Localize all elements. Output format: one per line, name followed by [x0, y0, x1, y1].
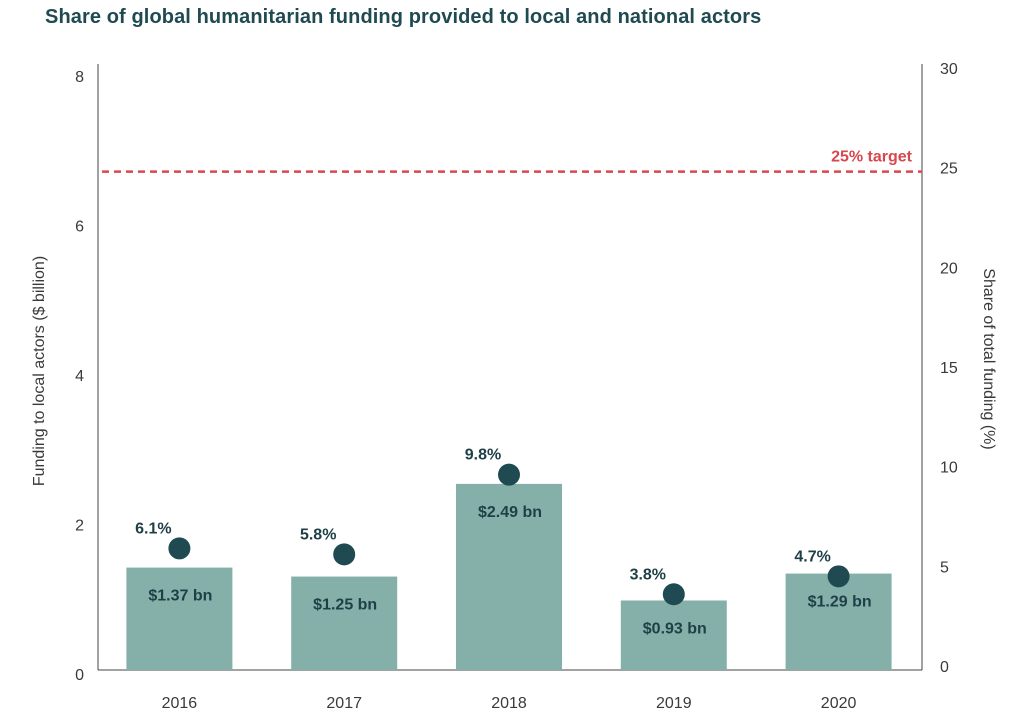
share-point	[827, 565, 850, 588]
bar-value-label: $1.25 bn	[313, 597, 377, 614]
share-value-label: 9.8%	[465, 447, 501, 464]
bar-value-label: $1.29 bn	[808, 594, 872, 611]
share-point	[498, 463, 520, 486]
bar-value-label: $0.93 bn	[643, 620, 707, 637]
bar	[291, 576, 398, 670]
left-axis-tick-label: 8	[75, 69, 84, 86]
x-axis-tick-label: 2017	[326, 695, 362, 712]
chart-title: Share of global humanitarian funding pro…	[45, 6, 762, 28]
x-axis-tick-label: 2018	[491, 695, 527, 712]
bar	[785, 573, 892, 670]
left-axis-tick-label: 2	[75, 518, 84, 535]
share-value-label: 5.8%	[300, 526, 336, 543]
bar-value-label: $2.49 bn	[478, 504, 542, 521]
share-point	[333, 543, 356, 566]
axes: 0 2 4 6 8 0 5 10 15 20 25 30 Funding to local actors…	[31, 61, 997, 684]
right-axis-tick-label: 15	[940, 360, 958, 377]
x-axis-tick-label: 2019	[656, 695, 692, 712]
right-axis-title: Share of total funding (%)	[980, 268, 997, 449]
bar	[620, 600, 727, 670]
x-axis-tick-label: 2020	[821, 695, 857, 712]
right-axis-tick-label: 20	[940, 260, 958, 277]
share-value-label: 4.7%	[794, 548, 830, 565]
target-label: 25% target	[831, 149, 913, 166]
right-axis-tick-label: 25	[940, 161, 958, 178]
right-axis-tick-label: 5	[940, 559, 949, 576]
left-axis-tick-label: 6	[75, 219, 84, 236]
share-value-label: 6.1%	[135, 520, 171, 537]
right-axis-tick-label: 10	[940, 460, 958, 477]
left-axis-tick-label: 4	[75, 368, 84, 385]
bar-value-label: $1.37 bn	[148, 588, 212, 605]
share-point	[168, 537, 191, 560]
bar	[126, 567, 233, 670]
x-axis-tick-label: 2016	[162, 695, 198, 712]
bar	[456, 483, 562, 670]
points	[168, 463, 850, 606]
left-axis-tick-label: 0	[75, 667, 84, 684]
share-point	[662, 583, 685, 606]
left-axis-title: Funding to local actors ($ billion)	[31, 256, 48, 486]
right-axis-tick-label: 0	[940, 659, 949, 676]
share-value-label: 3.8%	[630, 566, 666, 583]
right-axis-tick-label: 30	[940, 61, 958, 78]
bars	[126, 483, 892, 670]
labels: $1.37 bn 2016 6.1% $1.25 bn 2017 5.8% $2.49 bn…	[135, 149, 913, 712]
